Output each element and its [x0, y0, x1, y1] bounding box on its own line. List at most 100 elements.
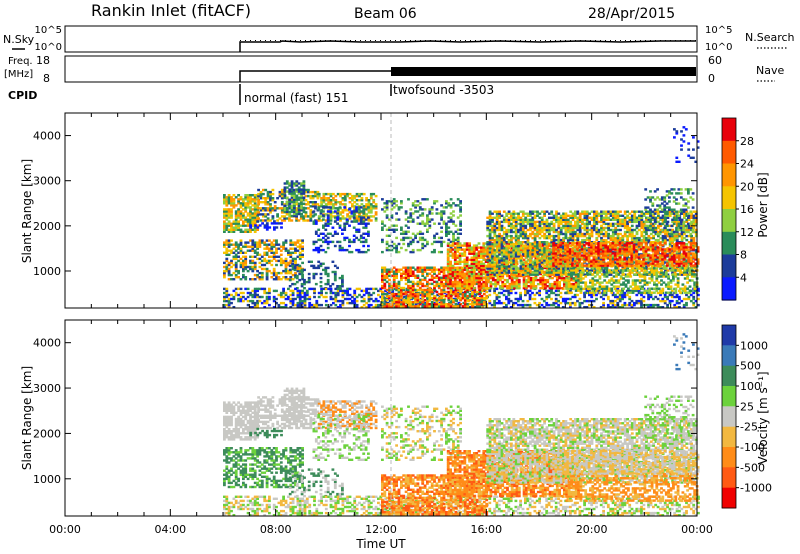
heatmap-cell — [503, 266, 507, 270]
heatmap-cell — [566, 301, 570, 305]
heatmap-cell — [312, 214, 316, 217]
heatmap-cell — [507, 238, 511, 242]
heatmap-cell — [273, 222, 276, 225]
heatmap-cell — [390, 268, 394, 271]
heatmap-cell — [548, 243, 551, 246]
heatmap-cell — [270, 245, 274, 248]
heatmap-cell — [503, 270, 507, 274]
heatmap-cell — [397, 296, 401, 300]
heatmap-cell — [225, 265, 229, 269]
heatmap-cell — [392, 270, 396, 273]
heatmap-cell — [475, 264, 479, 268]
heatmap-cell — [515, 276, 519, 280]
heatmap-cell — [327, 287, 331, 291]
heatmap-cell — [538, 226, 542, 230]
heatmap-cell — [302, 210, 306, 214]
heatmap-cell — [246, 204, 250, 207]
heatmap-cell — [493, 306, 496, 309]
heatmap-cell — [385, 246, 389, 250]
heatmap-cell — [451, 242, 455, 245]
heatmap-cell — [329, 287, 333, 291]
heatmap-cell — [234, 216, 238, 219]
heatmap-cell — [381, 250, 384, 254]
heatmap-cell — [588, 289, 591, 293]
heatmap-cell — [465, 282, 469, 286]
heatmap-cell — [423, 198, 427, 201]
heatmap-cell — [545, 253, 549, 256]
heatmap-cell — [411, 266, 415, 269]
heatmap-cell — [472, 256, 476, 259]
heatmap-cell — [270, 276, 274, 279]
heatmap-cell — [435, 200, 439, 203]
heatmap-cell — [514, 257, 518, 260]
heatmap-cell — [422, 303, 425, 307]
heatmap-cell — [303, 295, 307, 299]
heatmap-cell — [284, 247, 288, 250]
heatmap-cell — [514, 301, 518, 305]
heatmap-cell — [332, 215, 335, 218]
heatmap-cell — [538, 228, 542, 232]
heatmap-cell — [500, 220, 504, 224]
heatmap-cell — [291, 278, 295, 281]
heatmap-cell — [554, 299, 558, 303]
heatmap-cell — [524, 289, 527, 293]
heatmap-cell — [453, 270, 457, 274]
heatmap-cell — [348, 215, 352, 218]
heatmap-cell — [553, 274, 557, 278]
heatmap-cell — [270, 251, 274, 254]
heatmap-cell — [485, 284, 489, 288]
heatmap-cell — [552, 216, 556, 219]
heatmap-cell — [602, 306, 605, 309]
heatmap-cell — [302, 186, 306, 189]
heatmap-cell — [336, 232, 339, 235]
heatmap-cell — [234, 257, 238, 261]
heatmap-cell — [372, 207, 376, 210]
heatmap-cell — [258, 278, 262, 281]
heatmap-cell — [495, 243, 499, 246]
heatmap-cell — [317, 215, 321, 218]
heatmap-cell — [292, 188, 296, 192]
heatmap-cell — [423, 303, 427, 306]
heatmap-cell — [531, 249, 535, 252]
heatmap-cell — [421, 290, 425, 294]
heatmap-cell — [548, 285, 552, 288]
heatmap-cell — [445, 276, 448, 279]
heatmap-cell — [430, 282, 434, 286]
heatmap-cell — [463, 264, 467, 268]
heatmap-cell — [402, 238, 406, 242]
heatmap-cell — [317, 303, 321, 307]
heatmap-cell — [312, 274, 316, 278]
heatmap-cell — [482, 254, 486, 257]
heatmap-cell — [545, 269, 549, 272]
heatmap-cell — [489, 272, 493, 276]
heatmap-cell — [290, 214, 294, 218]
heatmap-cell — [395, 212, 398, 215]
heatmap-cell — [468, 242, 471, 245]
heatmap-cell — [540, 216, 544, 219]
heatmap-cell — [251, 306, 255, 309]
heatmap-cell — [521, 212, 525, 215]
heatmap-cell — [266, 192, 270, 196]
heatmap-cell — [418, 232, 422, 235]
heatmap-cell — [400, 246, 403, 250]
heatmap-cell — [599, 306, 603, 309]
heatmap-cell — [392, 200, 396, 203]
heatmap-cell — [621, 306, 624, 309]
heatmap-cell — [498, 253, 501, 256]
heatmap-cell — [550, 216, 554, 219]
heatmap-cell — [253, 287, 257, 291]
heatmap-cell — [264, 207, 268, 210]
heatmap-cell — [265, 278, 269, 281]
heatmap-cell — [388, 226, 391, 229]
heatmap-cell — [463, 301, 467, 304]
heatmap-cell — [550, 222, 554, 226]
heatmap-cell — [435, 284, 439, 288]
heatmap-cell — [555, 212, 558, 215]
heatmap-cell — [381, 220, 384, 223]
heatmap-cell — [494, 274, 497, 278]
heatmap-cell — [533, 214, 537, 217]
heatmap-cell — [232, 278, 236, 281]
heatmap-cell — [461, 244, 464, 247]
heatmap-cell — [458, 282, 462, 286]
heatmap-cell — [513, 282, 516, 286]
